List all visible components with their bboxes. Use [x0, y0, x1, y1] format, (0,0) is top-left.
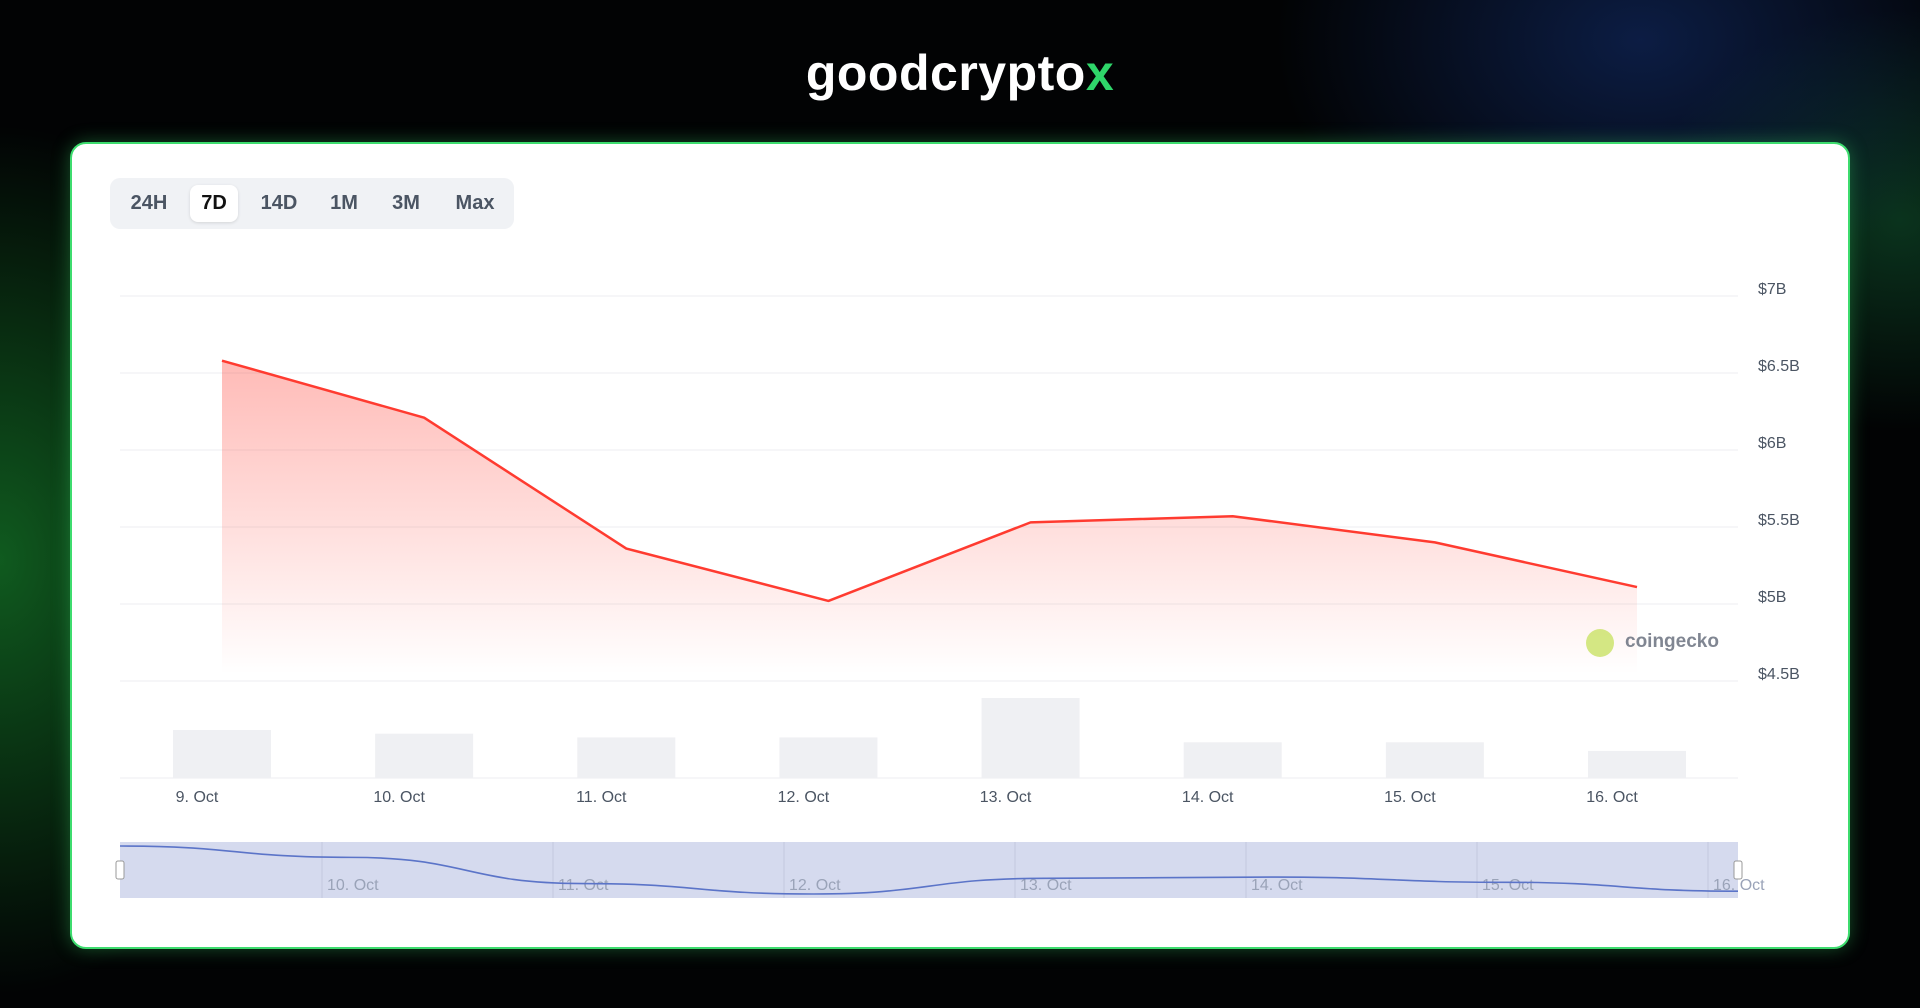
- range-tab[interactable]: 7D: [190, 185, 238, 222]
- y-tick-label: $4.5B: [1758, 666, 1800, 683]
- y-tick-label: $6.5B: [1758, 358, 1800, 375]
- range-tab[interactable]: Max: [455, 192, 495, 214]
- y-tick-label: $5.5B: [1758, 512, 1800, 529]
- logo-text: goodcrypto: [805, 45, 1086, 101]
- x-tick-label: 10. Oct: [373, 789, 425, 806]
- y-tick-label: $7B: [1758, 281, 1786, 298]
- logo: goodcryptox: [0, 44, 1920, 102]
- range-tab[interactable]: 3M: [392, 192, 420, 214]
- navigator-label: 13. Oct: [1020, 877, 1072, 894]
- navigator: [120, 842, 1738, 898]
- range-tab[interactable]: 1M: [330, 192, 358, 214]
- volume-bar: [1588, 750, 1686, 778]
- x-tick-label: 15. Oct: [1384, 789, 1436, 806]
- range-tabs: 24H 7D 14D 1M 3M Max: [110, 178, 514, 229]
- range-tab[interactable]: 14D: [260, 192, 298, 214]
- navigator-label: 15. Oct: [1482, 877, 1534, 894]
- volume-bar: [981, 698, 1080, 778]
- x-tick-label: 13. Oct: [980, 789, 1032, 806]
- volume-bar: [577, 737, 676, 778]
- line: [221, 359, 1638, 603]
- navigator-line: [119, 845, 1739, 895]
- navigator-label: 10. Oct: [327, 877, 379, 894]
- y-tick-label: $6B: [1758, 435, 1786, 452]
- x-tick-label: 11. Oct: [576, 789, 627, 806]
- navigator-label: 16. Oct: [1713, 877, 1765, 894]
- volume-bar: [779, 737, 878, 778]
- navigator-label: 12. Oct: [789, 877, 841, 894]
- x-tick-label: 16. Oct: [1586, 789, 1638, 806]
- navigator-handle: [115, 860, 125, 880]
- y-tick-label: $5B: [1758, 589, 1786, 606]
- volume-bar: [1183, 742, 1282, 778]
- volume-bar: [173, 730, 271, 778]
- logo-mark: x: [1085, 45, 1115, 101]
- x-tick-label: 9. Oct: [176, 789, 219, 806]
- watermark-icon: [1586, 629, 1614, 657]
- volume-bar: [1385, 742, 1484, 778]
- x-tick-label: 14. Oct: [1182, 789, 1234, 806]
- range-tab[interactable]: 24H: [130, 192, 168, 214]
- navigator-handle: [1733, 860, 1743, 880]
- watermark: coingecko: [1625, 631, 1719, 652]
- navigator-label: 14. Oct: [1251, 877, 1303, 894]
- volume-bar: [375, 733, 474, 778]
- area: [222, 360, 1637, 674]
- x-tick-label: 12. Oct: [778, 789, 830, 806]
- navigator-label: 11. Oct: [558, 877, 609, 894]
